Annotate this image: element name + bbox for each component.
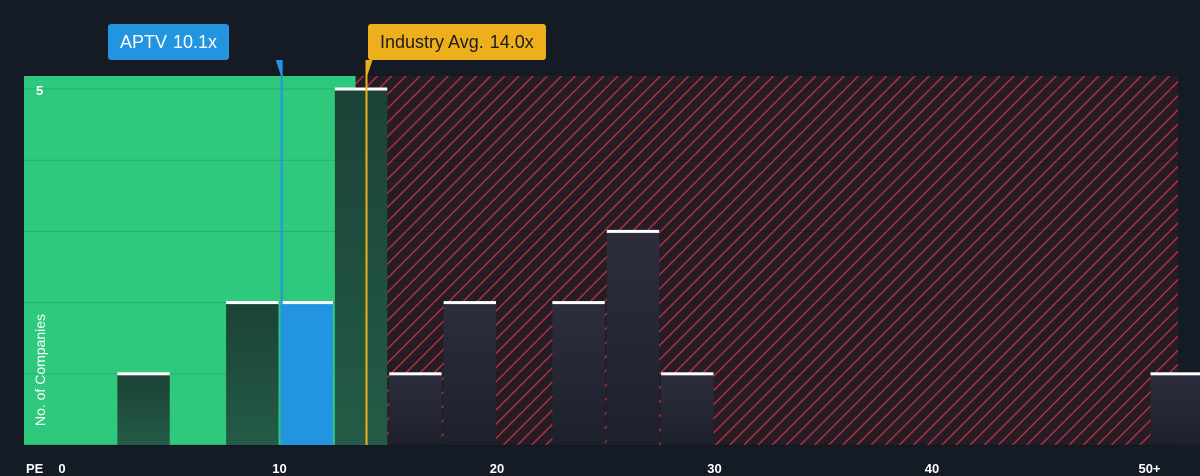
x-tick-label: 50+: [1138, 461, 1161, 476]
x-tick-label: 30: [707, 461, 722, 476]
histogram-bar: [661, 373, 714, 445]
y-tick-label: 5: [36, 83, 44, 98]
company-pe-callout: APTV 10.1x: [108, 24, 230, 60]
company-ticker: APTV: [120, 32, 168, 52]
histogram-bar: [1150, 373, 1200, 445]
bar-top-marker: [280, 301, 333, 305]
histogram-bar: [389, 373, 442, 445]
bar-top-marker: [226, 301, 279, 305]
bar-top-marker: [661, 372, 714, 376]
x-axis-label: PE: [26, 461, 44, 476]
industry-avg-value: 14.0x: [489, 32, 534, 52]
company-pe-value: 10.1x: [173, 32, 218, 52]
bar-top-marker: [334, 87, 388, 91]
industry-avg-label: Industry Avg.: [380, 32, 484, 52]
bar-top-marker: [552, 301, 605, 305]
y-axis-label: No. of Companies: [32, 313, 48, 427]
histogram-bar: [443, 302, 496, 445]
x-tick-label: 20: [489, 461, 505, 476]
histogram-bar: [334, 89, 388, 445]
bar-top-marker: [1150, 372, 1200, 376]
bar-top-marker: [389, 372, 442, 376]
x-tick-label: 40: [924, 461, 940, 476]
x-tick-label: 10: [272, 461, 287, 476]
histogram-bar: [280, 302, 333, 445]
bar-top-marker: [117, 372, 170, 376]
histogram-bar: [117, 373, 170, 445]
industry-callout-pointer: [366, 60, 373, 78]
histogram-bar: [552, 302, 605, 445]
industry-avg-callout: Industry Avg. 14.0x: [368, 24, 546, 60]
histogram-bar: [606, 231, 660, 445]
x-tick-label: 0: [58, 461, 66, 476]
histogram-bar: [226, 302, 279, 445]
bar-top-marker: [606, 229, 660, 233]
company-callout-pointer: [275, 60, 282, 78]
bar-top-marker: [443, 301, 496, 305]
